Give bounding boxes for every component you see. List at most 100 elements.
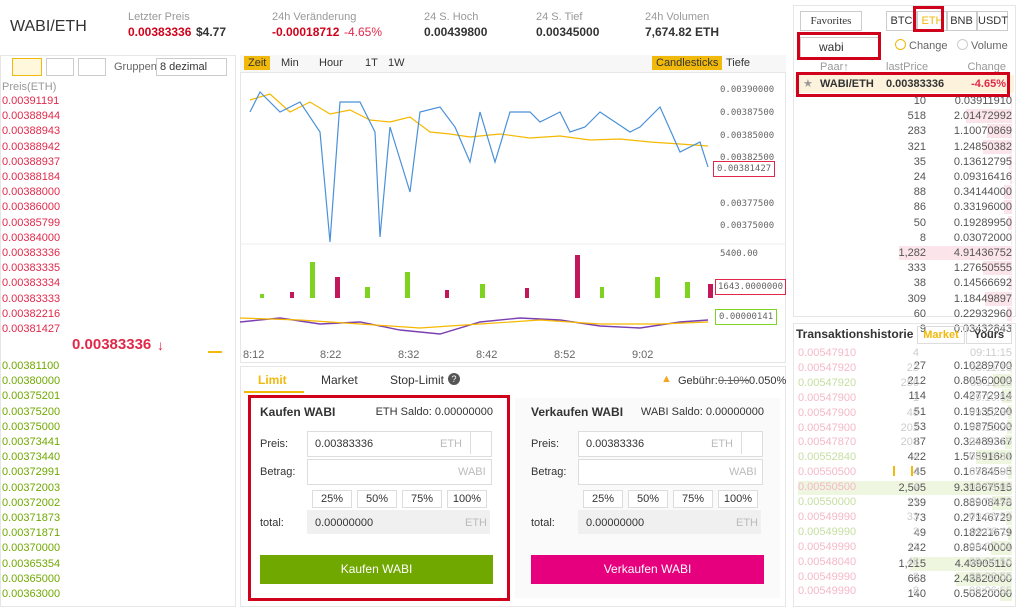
sort-option[interactable]: Volume (971, 40, 1008, 52)
submit-button[interactable]: Verkaufen WABI (531, 555, 764, 584)
chart-toolbar (240, 55, 786, 73)
amount: 53 (913, 420, 926, 433)
view-toggle[interactable] (12, 58, 42, 76)
signal-icon (208, 342, 222, 353)
depth-bar (1009, 170, 1012, 184)
market-tab[interactable]: BNB (946, 11, 977, 31)
total: 4.91436752 (953, 247, 1012, 259)
trades-tab[interactable]: Yours (966, 326, 1012, 344)
total: 0.03072000 (953, 231, 1012, 244)
market-tab[interactable]: USDT (977, 11, 1008, 31)
trade-price: 0.00547900 (798, 406, 857, 419)
interval-tab[interactable]: Hour (319, 57, 343, 69)
total: 0.33196000 (953, 201, 1012, 214)
mode-tab[interactable]: Tiefe (726, 57, 751, 69)
depth-bar (1009, 359, 1012, 373)
amount: 87 (913, 436, 926, 448)
trade-amount: 202 (900, 421, 919, 434)
total: 0.88908478 (953, 496, 1012, 509)
depth-bar (1011, 94, 1012, 108)
column-header: Paar↑ (820, 61, 849, 73)
orderbook-panel (0, 55, 236, 607)
percent-button[interactable]: 50% (357, 490, 397, 508)
stat-extra: $4.77 (196, 25, 227, 39)
percent-button[interactable]: 100% (447, 490, 487, 508)
trade-amount: 4 (912, 347, 919, 359)
percent-button[interactable]: 75% (402, 490, 442, 508)
amount-input[interactable] (307, 459, 492, 485)
total: 0.80560000 (953, 375, 1012, 388)
time-label: 8:12 (243, 349, 265, 361)
percent-button[interactable]: 25% (583, 490, 623, 508)
percent-button[interactable]: 50% (628, 490, 668, 508)
stat-value: 0.00345000 (536, 25, 600, 39)
field-label: total: (260, 517, 284, 529)
interval-tab[interactable]: Zeit (244, 56, 271, 70)
total: 0.22932960 (953, 307, 1012, 320)
price: 0.00383334 (2, 277, 61, 290)
depth-bar (1004, 435, 1012, 449)
price: 0.00373441 (2, 436, 61, 448)
highlight-box (797, 32, 881, 60)
total: 0.18221679 (953, 527, 1012, 540)
macd-line (240, 317, 709, 335)
interval-tab[interactable]: Min (281, 57, 299, 69)
trade-price: 0.00547920 (798, 361, 857, 374)
trade-amount: 4 (912, 451, 919, 464)
trade-amount: 8 (912, 570, 919, 583)
interval-tab[interactable]: 1T (365, 57, 378, 69)
trades-tab[interactable]: Market (917, 326, 965, 344)
time-label: 9:02 (632, 349, 654, 361)
percent-button[interactable]: 25% (312, 490, 352, 508)
percent-button[interactable]: 75% (673, 490, 713, 508)
amount: 2,505 (898, 481, 926, 494)
radio[interactable] (957, 39, 968, 50)
total: 0.32489367 (953, 436, 1012, 448)
amount-input[interactable] (578, 459, 763, 485)
price-value: 0.00383336 (315, 438, 374, 450)
stat-value: 0.00439800 (424, 25, 488, 39)
depth-bar (1008, 276, 1012, 291)
stat-label: 24 S. Tief (536, 11, 583, 23)
depth-bar (1004, 200, 1012, 215)
market-tab[interactable]: BTC (886, 11, 917, 31)
trade-time: 09:09:00 (969, 466, 1012, 479)
stat-label: 24 S. Hoch (424, 11, 479, 23)
highlight-box (796, 72, 1010, 97)
price: 0.00384000 (2, 231, 61, 244)
price: 0.00373440 (2, 451, 61, 464)
time-label: 8:22 (320, 349, 342, 361)
market-panel (793, 5, 1016, 317)
price: 0.00391191 (2, 95, 60, 107)
radio-checked[interactable] (895, 39, 906, 50)
total: 0.34144000 (953, 186, 1012, 199)
form-title: Kaufen WABI (260, 405, 336, 419)
amount: 140 (907, 588, 926, 600)
trade-amount: 4 (912, 481, 919, 494)
macd-tag: 0.00000141 (715, 309, 778, 325)
view-toggle[interactable] (46, 58, 74, 76)
mode-tab[interactable]: Candlesticks (652, 56, 723, 70)
trade-time: 09:06:56 (969, 555, 1012, 568)
price-axis-label: 0.00390000 (720, 85, 775, 95)
price-axis-label: 0.00385000 (720, 131, 775, 141)
percent-button[interactable]: 100% (718, 490, 758, 508)
order-tab[interactable]: Market (321, 373, 358, 387)
price: 0.00372991 (2, 466, 61, 479)
trade-price: 0.00549990 (798, 510, 857, 523)
order-tab[interactable]: Stop-Limit (390, 373, 445, 387)
unit: ETH (465, 517, 487, 529)
amount: 88 (913, 186, 926, 199)
sort-option[interactable]: Change (909, 40, 948, 52)
trade-time: 09:08:11 (969, 525, 1012, 538)
total: 1.57591680 (953, 451, 1012, 464)
trade-price: 0.00548040 (798, 555, 857, 568)
interval-tab[interactable]: 1W (388, 57, 405, 69)
submit-button[interactable]: Kaufen WABI (260, 555, 493, 584)
group-select[interactable]: 8 dezimal (156, 58, 227, 76)
depth-bar (1008, 465, 1012, 480)
market-row[interactable] (795, 75, 1014, 93)
view-toggle[interactable] (78, 58, 106, 76)
order-tab[interactable]: Limit (258, 373, 287, 387)
favorites-tab[interactable]: Favorites (800, 11, 862, 31)
